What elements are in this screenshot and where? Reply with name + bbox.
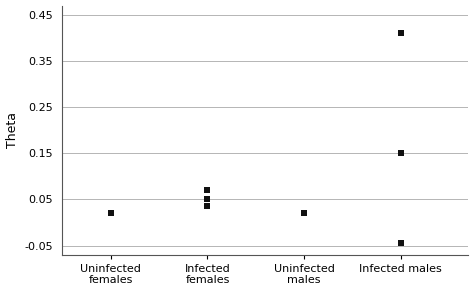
Y-axis label: Theta: Theta: [6, 112, 18, 148]
